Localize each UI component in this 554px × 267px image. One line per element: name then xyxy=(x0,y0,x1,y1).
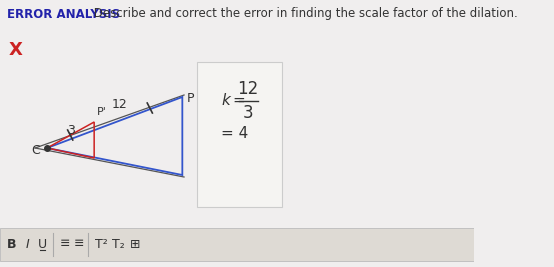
Text: I: I xyxy=(25,238,29,250)
Text: U: U xyxy=(38,238,47,250)
Text: Describe and correct the error in finding the scale factor of the dilation.: Describe and correct the error in findin… xyxy=(90,7,517,21)
Text: T²: T² xyxy=(95,238,107,250)
Text: ⊞: ⊞ xyxy=(130,238,141,250)
Bar xyxy=(197,62,283,207)
Bar xyxy=(0,228,474,261)
Text: $k=$: $k=$ xyxy=(221,92,246,108)
Text: B: B xyxy=(7,238,17,250)
Text: P: P xyxy=(187,92,194,105)
Text: X: X xyxy=(8,41,22,59)
Text: 12: 12 xyxy=(238,80,259,98)
Text: T₂: T₂ xyxy=(112,238,125,250)
Text: ≡: ≡ xyxy=(74,238,84,250)
Text: 12: 12 xyxy=(112,99,128,112)
Text: 3: 3 xyxy=(243,104,254,122)
Text: P': P' xyxy=(97,107,106,117)
Text: ≡: ≡ xyxy=(60,238,70,250)
Text: = 4: = 4 xyxy=(221,127,248,142)
Text: ERROR ANALYSIS: ERROR ANALYSIS xyxy=(7,7,120,21)
Text: C: C xyxy=(32,143,40,156)
Text: 3: 3 xyxy=(67,124,75,138)
